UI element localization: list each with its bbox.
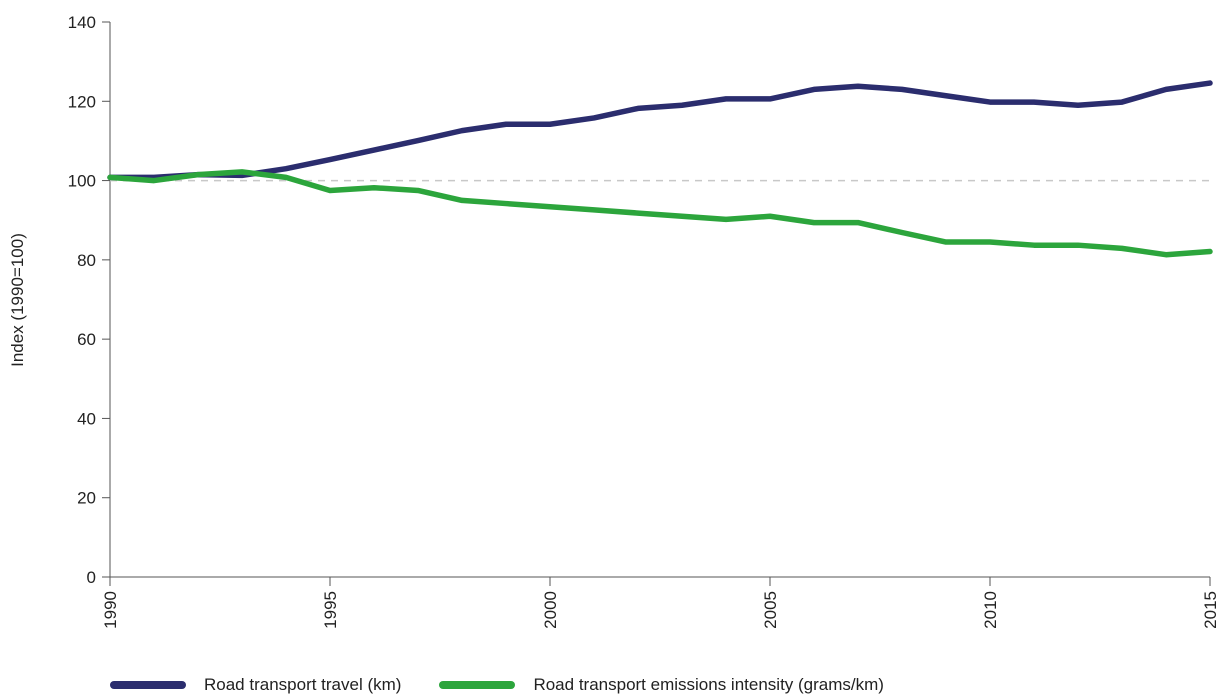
y-tick-label: 100 — [68, 172, 96, 191]
y-axis-title: Index (1990=100) — [8, 233, 27, 367]
y-tick-label: 0 — [87, 568, 96, 587]
legend-label-emissions: Road transport emissions intensity (gram… — [533, 675, 884, 694]
legend-swatch-emissions — [439, 681, 516, 689]
legend-item-travel: Road transport travel (km) — [110, 675, 401, 695]
x-tick-label: 2005 — [761, 591, 780, 629]
x-tick-label: 1995 — [321, 591, 340, 629]
legend-item-emissions: Road transport emissions intensity (gram… — [439, 675, 884, 695]
y-tick-label: 20 — [77, 489, 96, 508]
series-layer — [107, 80, 1213, 258]
series-line-1 — [107, 169, 1213, 258]
series-line-0 — [107, 80, 1213, 181]
x-axis: 1990 1995 2000 2005 2010 2015 — [101, 576, 1220, 629]
y-tick-label: 80 — [77, 251, 96, 270]
y-tick-label: 120 — [68, 92, 96, 111]
legend-swatch-travel — [110, 681, 186, 689]
x-tick-label: 1990 — [101, 591, 120, 629]
x-tick-label: 2000 — [541, 591, 560, 629]
y-tick-label: 140 — [68, 13, 96, 32]
y-axis: 0 20 40 60 80 100 120 140 — [68, 13, 111, 587]
y-tick-label: 60 — [77, 330, 96, 349]
line-chart: 0 20 40 60 80 100 120 140 1990 1995 2000 2005 2010 2… — [8, 13, 1220, 629]
y-tick-label: 40 — [77, 409, 96, 428]
x-tick-label: 2015 — [1201, 591, 1220, 629]
legend: Road transport travel (km) Road transpor… — [110, 675, 922, 695]
legend-label-travel: Road transport travel (km) — [204, 675, 402, 694]
x-tick-label: 2010 — [981, 591, 1000, 629]
